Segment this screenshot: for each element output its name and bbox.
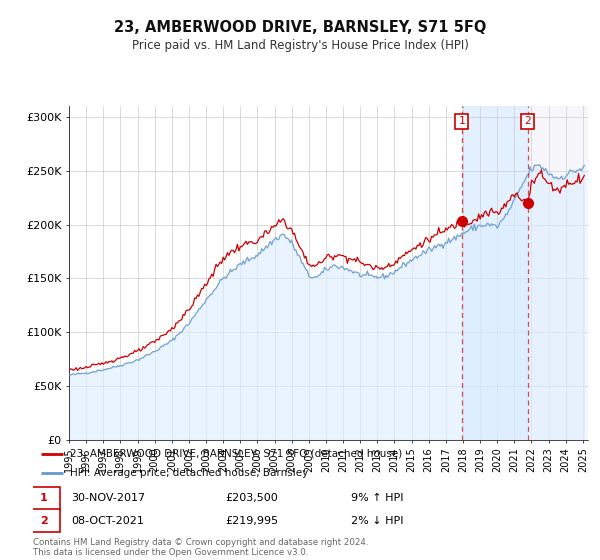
Text: Contains HM Land Registry data © Crown copyright and database right 2024.
This d: Contains HM Land Registry data © Crown c… xyxy=(33,538,368,557)
Text: 08-OCT-2021: 08-OCT-2021 xyxy=(71,516,145,525)
Text: £219,995: £219,995 xyxy=(225,516,278,525)
Text: 1: 1 xyxy=(40,493,48,503)
Text: 2: 2 xyxy=(40,516,48,525)
Text: 2: 2 xyxy=(524,116,531,127)
FancyBboxPatch shape xyxy=(28,487,61,510)
Text: 23, AMBERWOOD DRIVE, BARNSLEY, S71 5FQ (detached house): 23, AMBERWOOD DRIVE, BARNSLEY, S71 5FQ (… xyxy=(70,449,403,459)
FancyBboxPatch shape xyxy=(28,510,61,532)
Text: 1: 1 xyxy=(458,116,465,127)
Text: 9% ↑ HPI: 9% ↑ HPI xyxy=(352,493,404,503)
Text: 2% ↓ HPI: 2% ↓ HPI xyxy=(352,516,404,525)
Text: 30-NOV-2017: 30-NOV-2017 xyxy=(71,493,146,503)
Text: Price paid vs. HM Land Registry's House Price Index (HPI): Price paid vs. HM Land Registry's House … xyxy=(131,39,469,52)
Bar xyxy=(461,106,527,440)
Text: 23, AMBERWOOD DRIVE, BARNSLEY, S71 5FQ: 23, AMBERWOOD DRIVE, BARNSLEY, S71 5FQ xyxy=(114,20,486,35)
Bar xyxy=(527,106,588,440)
Text: £203,500: £203,500 xyxy=(225,493,278,503)
Text: HPI: Average price, detached house, Barnsley: HPI: Average price, detached house, Barn… xyxy=(70,468,308,478)
